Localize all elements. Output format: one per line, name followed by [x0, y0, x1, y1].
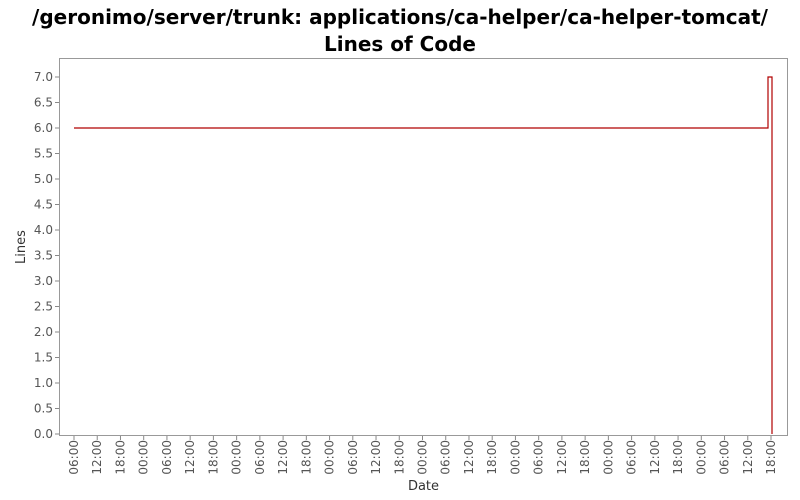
x-tick-label: 12:00 [183, 440, 197, 475]
x-tick-label: 00:00 [508, 440, 522, 475]
x-tick-label: 12:00 [462, 440, 476, 475]
x-tick-label: 06:00 [718, 440, 732, 475]
y-tick-label: 5.5 [34, 147, 53, 161]
y-tick-label: 3.0 [34, 274, 53, 288]
y-tick-label: 2.0 [34, 325, 53, 339]
x-tick-label: 06:00 [67, 440, 81, 475]
x-tick-label: 18:00 [485, 440, 499, 475]
x-tick-label: 00:00 [694, 440, 708, 475]
x-axis-label: Date [408, 479, 439, 494]
x-tick-label: 18:00 [392, 440, 406, 475]
x-tick-label: 12:00 [90, 440, 104, 475]
x-tick-label: 12:00 [276, 440, 290, 475]
plot-area [59, 58, 788, 436]
y-tick-label: 6.5 [34, 96, 53, 110]
y-tick-label: 0.5 [34, 402, 53, 416]
y-tick-label: 7.0 [34, 70, 53, 84]
y-tick-label: 4.0 [34, 223, 53, 237]
x-tick-label: 00:00 [137, 440, 151, 475]
y-tick-label: 2.5 [34, 300, 53, 314]
y-axis-label: Lines [14, 230, 29, 264]
x-tick-label: 06:00 [625, 440, 639, 475]
x-tick-label: 18:00 [578, 440, 592, 475]
y-tick-label: 1.0 [34, 376, 53, 390]
y-tick-label: 0.0 [34, 427, 53, 441]
x-tick-label: 00:00 [416, 440, 430, 475]
y-tick-label: 5.0 [34, 172, 53, 186]
x-tick-label: 00:00 [230, 440, 244, 475]
x-tick-label: 12:00 [648, 440, 662, 475]
x-tick-label: 18:00 [113, 440, 127, 475]
y-tick-label: 1.5 [34, 351, 53, 365]
y-tick-label: 6.0 [34, 121, 53, 135]
series-line [74, 76, 773, 434]
x-tick-label: 00:00 [601, 440, 615, 475]
x-tick-label: 12:00 [369, 440, 383, 475]
x-tick-label: 18:00 [671, 440, 685, 475]
x-tick-label: 18:00 [764, 440, 778, 475]
x-tick-label: 06:00 [346, 440, 360, 475]
chart-title: /geronimo/server/trunk: applications/ca-… [32, 5, 768, 56]
x-tick-label: 06:00 [439, 440, 453, 475]
x-tick-label: 06:00 [532, 440, 546, 475]
x-tick-label: 12:00 [555, 440, 569, 475]
x-tick-label: 18:00 [299, 440, 313, 475]
y-tick-label: 3.5 [34, 249, 53, 263]
y-tick-label: 4.5 [34, 198, 53, 212]
x-tick-label: 12:00 [741, 440, 755, 475]
x-tick-label: 18:00 [206, 440, 220, 475]
x-tick-label: 06:00 [160, 440, 174, 475]
x-tick-label: 06:00 [253, 440, 267, 475]
x-tick-label: 00:00 [323, 440, 337, 475]
